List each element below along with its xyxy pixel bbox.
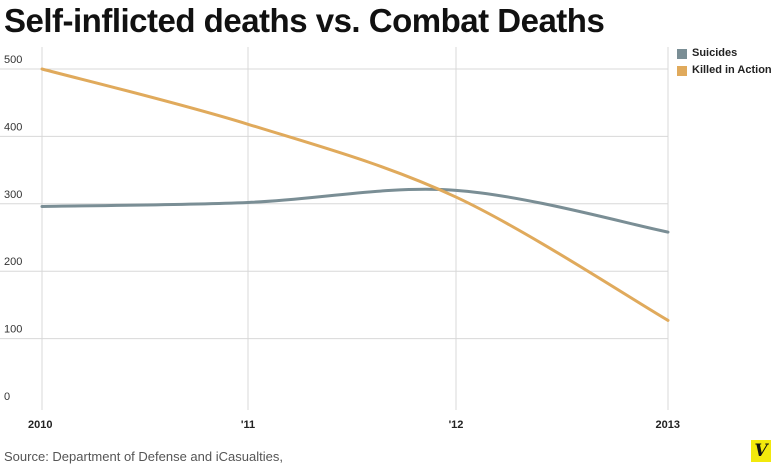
y-tick-label: 300 [4,189,22,201]
legend-swatch-suicides [677,49,687,59]
x-tick-label: '11 [241,419,255,431]
legend-item-suicides: Suicides [677,47,772,60]
y-tick-label: 200 [4,256,22,268]
y-tick-label: 500 [4,54,22,66]
legend: Suicides Killed in Action [677,47,772,81]
series-lines [40,67,670,322]
grid-lines [0,47,669,410]
y-tick-label: 100 [4,324,22,336]
y-axis-ticks: 0 100 200 300 400 500 [4,54,22,403]
y-tick-label: 0 [4,391,10,403]
logo-letter: V [754,441,768,461]
legend-label-suicides: Suicides [692,47,738,59]
series-line-suicides [40,187,670,234]
y-tick-label: 400 [4,121,22,133]
x-axis-ticks: 2010 '11 '12 2013 [28,419,680,431]
vox-logo: V [751,440,771,462]
legend-swatch-killed [677,66,687,76]
chart-title: Self-inflicted deaths vs. Combat Deaths [4,2,605,39]
legend-item-killed: Killed in Action [677,64,772,77]
x-tick-label: 2013 [656,419,680,431]
series-line-killed-in-action [40,67,670,322]
x-tick-label: 2010 [28,419,52,431]
source-note: Source: Department of Defense and iCasua… [4,449,283,464]
legend-label-killed: Killed in Action [692,64,772,76]
x-tick-label: '12 [449,419,464,431]
